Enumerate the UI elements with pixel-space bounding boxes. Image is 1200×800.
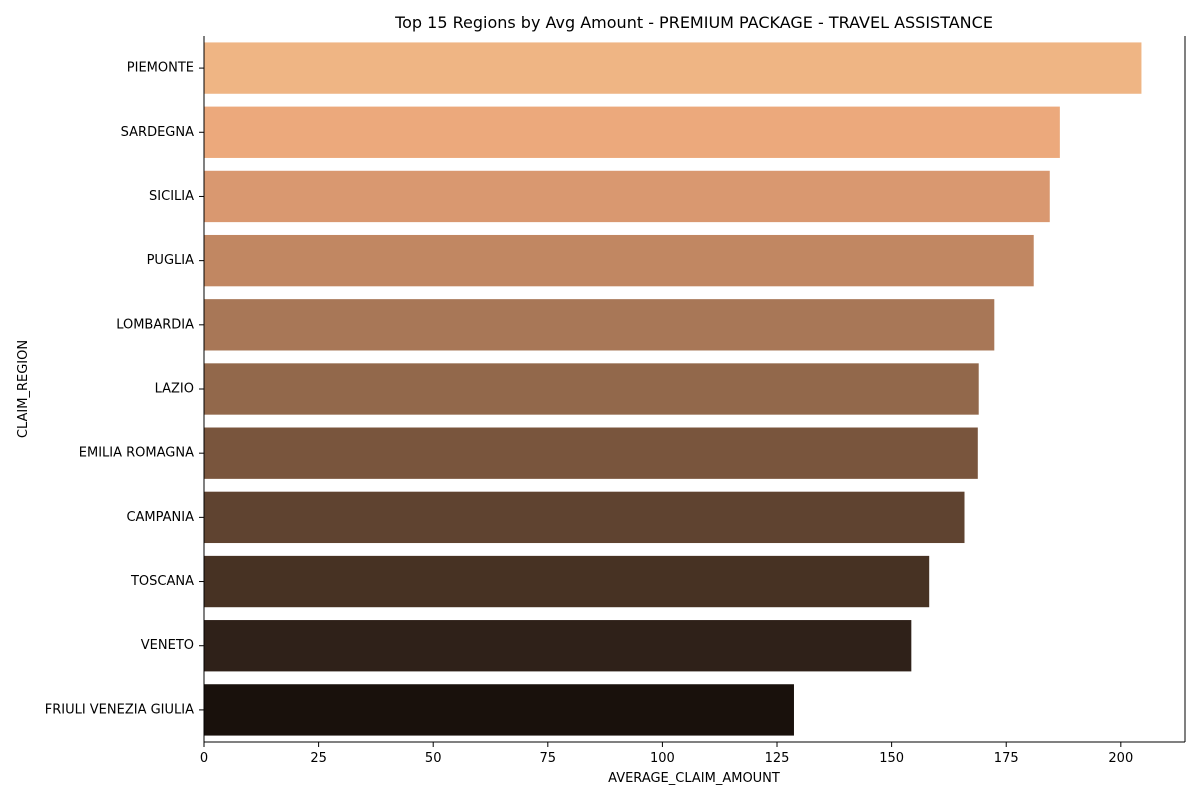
y-tick-label: PIEMONTE (127, 61, 194, 76)
x-tick-label: 175 (994, 751, 1019, 766)
bar-sardegna (204, 106, 1060, 158)
x-tick-label: 150 (879, 751, 904, 766)
bar-lombardia (204, 299, 995, 351)
y-tick-label: LOMBARDIA (116, 317, 194, 332)
y-tick-label: FRIULI VENEZIA GIULIA (45, 702, 194, 717)
x-tick-label: 100 (650, 751, 675, 766)
x-tick-label: 75 (540, 751, 557, 766)
x-tick-label: 0 (200, 751, 208, 766)
chart-title: Top 15 Regions by Avg Amount - PREMIUM P… (394, 13, 993, 32)
bar-campania (204, 491, 965, 544)
x-tick-label: 200 (1108, 751, 1133, 766)
y-tick-label: VENETO (141, 638, 194, 653)
y-tick-label: SICILIA (149, 189, 194, 204)
x-tick-label: 25 (310, 751, 327, 766)
y-tick-label: TOSCANA (130, 574, 194, 589)
x-axis-label: AVERAGE_CLAIM_AMOUNT (608, 771, 780, 786)
bar-toscana (204, 555, 930, 608)
y-tick-label: PUGLIA (147, 253, 195, 268)
y-tick-label: EMILIA ROMAGNA (79, 446, 194, 461)
bars-group (204, 42, 1142, 736)
bar-piemonte (204, 42, 1142, 94)
y-axis-ticks: PIEMONTE SARDEGNA SICILIA PUGLIA LOMBARDIA LA… (45, 61, 204, 717)
bar-friuli-venezia-giulia (204, 684, 794, 736)
bar-lazio (204, 363, 979, 415)
y-tick-label: LAZIO (155, 382, 194, 397)
y-tick-label: SARDEGNA (121, 125, 194, 140)
bar-emilia-romagna (204, 427, 978, 479)
x-axis-ticks: 0 25 50 75 100 125 150 175 200 (200, 742, 1133, 766)
bar-puglia (204, 234, 1034, 287)
x-tick-label: 50 (425, 751, 442, 766)
bar-veneto (204, 620, 912, 672)
y-tick-label: CAMPANIA (126, 510, 194, 525)
x-tick-label: 125 (765, 751, 790, 766)
bar-sicilia (204, 170, 1050, 223)
y-axis-label: CLAIM_REGION (16, 340, 31, 438)
